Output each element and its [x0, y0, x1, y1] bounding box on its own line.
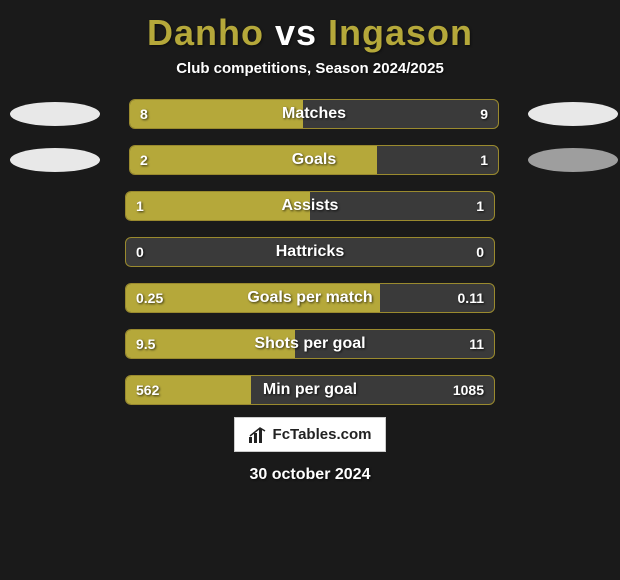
player1-name: Danho	[147, 12, 264, 53]
stat-bar-assists: 1 Assists 1	[125, 191, 495, 221]
player2-name: Ingason	[328, 12, 473, 53]
stat-label: Goals per match	[126, 284, 494, 312]
player2-badge-icon	[528, 102, 618, 126]
stat-label: Hattricks	[126, 238, 494, 266]
brand-text: FcTables.com	[273, 426, 372, 443]
footer: FcTables.com 30 october 2024	[234, 417, 387, 484]
comparison-card: Danho vs Ingason Club competitions, Seas…	[0, 0, 620, 580]
stat-right-value: 1	[470, 146, 498, 174]
subtitle: Club competitions, Season 2024/2025	[176, 60, 444, 77]
stat-label: Shots per goal	[126, 330, 494, 358]
footer-date: 30 october 2024	[250, 466, 371, 484]
stat-row-matches: 8 Matches 9	[10, 99, 610, 129]
stat-label: Min per goal	[126, 376, 494, 404]
player1-badge-icon	[10, 148, 100, 172]
stat-rows-rest: 1 Assists 1 0 Hattricks 0 0.25 Goals per…	[10, 191, 610, 405]
stat-label: Matches	[130, 100, 498, 128]
brand-link[interactable]: FcTables.com	[234, 417, 387, 452]
stat-right-value: 1	[466, 192, 494, 220]
stat-bar-hattricks: 0 Hattricks 0	[125, 237, 495, 267]
stat-bar-shots-per-goal: 9.5 Shots per goal 11	[125, 329, 495, 359]
vs-label: vs	[275, 12, 317, 53]
stat-label: Goals	[130, 146, 498, 174]
stat-bar: 8 Matches 9	[129, 99, 499, 129]
stat-right-value: 11	[459, 330, 494, 358]
page-title: Danho vs Ingason	[147, 12, 473, 54]
stat-bar: 2 Goals 1	[129, 145, 499, 175]
stat-right-value: 9	[470, 100, 498, 128]
player1-badge-icon	[10, 102, 100, 126]
stat-label: Assists	[126, 192, 494, 220]
stat-row-goals: 2 Goals 1	[10, 145, 610, 175]
chart-icon	[249, 427, 267, 443]
stat-right-value: 1085	[443, 376, 494, 404]
stat-right-value: 0	[466, 238, 494, 266]
stat-bar-goals-per-match: 0.25 Goals per match 0.11	[125, 283, 495, 313]
player2-badge-icon	[528, 148, 618, 172]
stat-bar-min-per-goal: 562 Min per goal 1085	[125, 375, 495, 405]
stat-right-value: 0.11	[448, 284, 494, 312]
